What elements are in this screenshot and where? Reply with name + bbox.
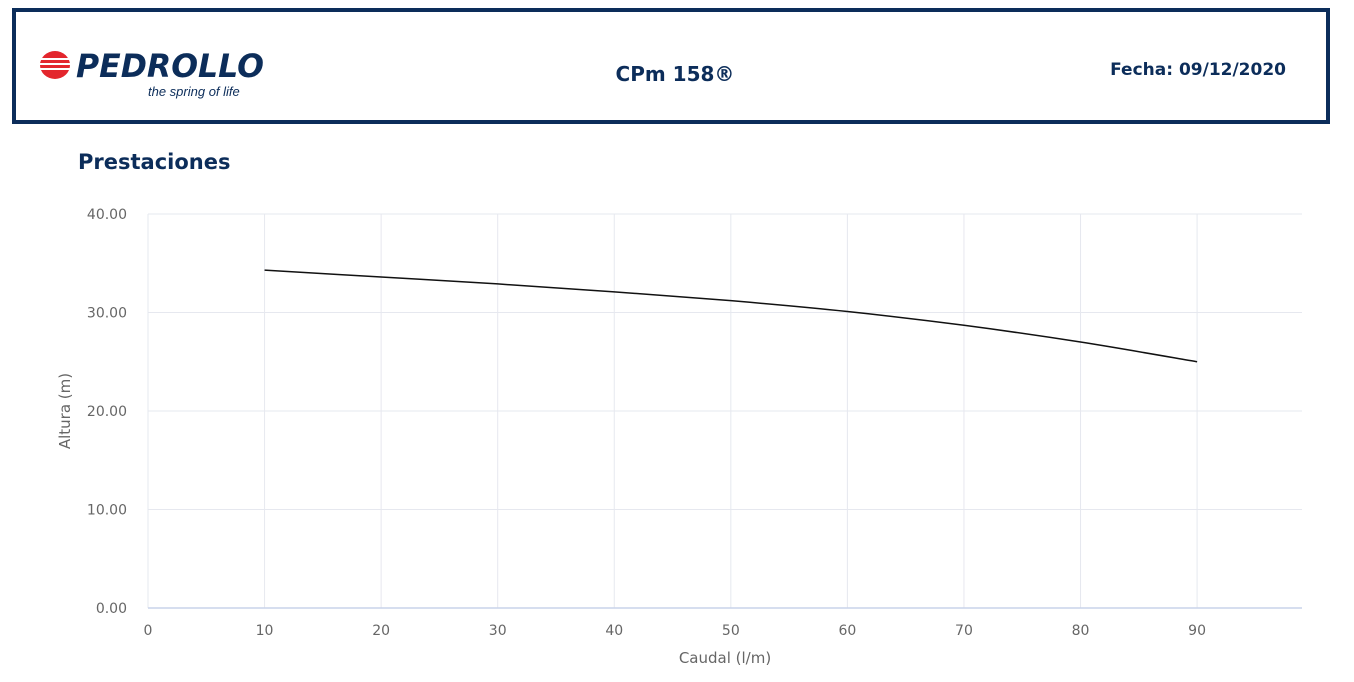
- y-tick-label: 40.00: [87, 207, 127, 223]
- x-tick-label: 40: [605, 623, 623, 639]
- report-date: Fecha: 09/12/2020: [1110, 60, 1286, 80]
- axes: [147, 214, 1302, 609]
- series-layer: [264, 269, 1198, 363]
- logo-tagline: the spring of life: [148, 84, 240, 99]
- y-tick-label: 0.00: [96, 601, 127, 617]
- performance-curve: [264, 269, 1198, 363]
- report-header: PEDROLLO the spring of life CPm 158® Fec…: [12, 8, 1330, 124]
- logo-wordmark: PEDROLLO: [76, 47, 264, 85]
- x-tick-label: 10: [256, 623, 274, 639]
- y-tick-label: 30.00: [87, 306, 127, 322]
- logo-emblem-icon: [39, 51, 71, 79]
- x-axis-title: Caudal (l/m): [679, 649, 771, 667]
- x-tick-label: 30: [489, 623, 507, 639]
- x-tick-label: 90: [1188, 623, 1206, 639]
- x-tick-label: 80: [1072, 623, 1090, 639]
- x-tick-label: 0: [144, 623, 153, 639]
- tick-labels: 0.00 10.00 20.00 30.00 40.00 0 10 20 30 40 50 60 70 8…: [87, 207, 1206, 639]
- product-model: CPm 158®: [615, 62, 735, 86]
- x-tick-label: 50: [722, 623, 740, 639]
- grid-lines: [148, 213, 1302, 608]
- section-title: Prestaciones: [78, 150, 231, 174]
- pedrollo-logo: PEDROLLO the spring of life: [39, 47, 264, 99]
- x-tick-label: 70: [955, 623, 973, 639]
- y-axis-title: Altura (m): [56, 373, 74, 449]
- y-tick-label: 20.00: [87, 404, 127, 420]
- y-tick-label: 10.00: [87, 503, 127, 519]
- x-tick-label: 20: [372, 623, 390, 639]
- x-tick-label: 60: [838, 623, 856, 639]
